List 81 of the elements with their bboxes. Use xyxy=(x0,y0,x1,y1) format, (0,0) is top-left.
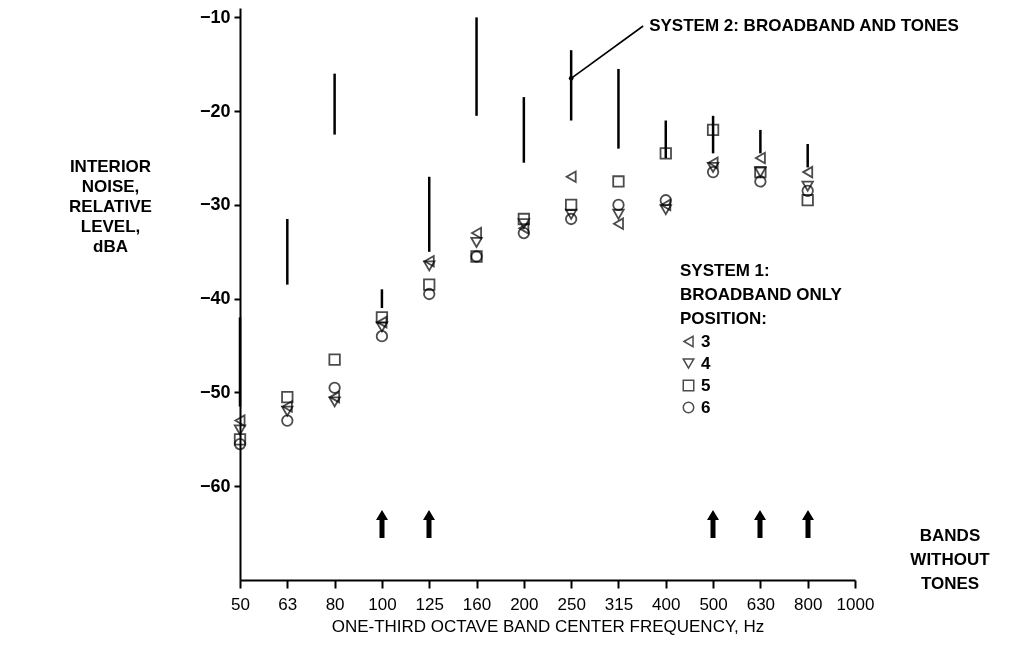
point xyxy=(801,194,814,207)
point xyxy=(329,391,341,404)
point xyxy=(660,198,672,212)
x-tick-label: 250 xyxy=(557,594,586,614)
x-tick-label: 100 xyxy=(368,594,397,614)
point xyxy=(659,147,672,160)
point xyxy=(754,175,767,188)
x-tick-label: 63 xyxy=(278,594,298,614)
text: BANDS WITHOUT TONES xyxy=(910,526,991,593)
point xyxy=(706,123,720,137)
x-tick-label: 500 xyxy=(699,594,728,614)
point xyxy=(801,184,814,197)
bar xyxy=(475,17,478,116)
point xyxy=(328,381,341,394)
point xyxy=(281,414,294,427)
point xyxy=(423,287,436,301)
y-tick-label: −30 xyxy=(199,194,231,215)
point xyxy=(517,212,530,226)
point xyxy=(234,414,246,427)
point xyxy=(375,311,389,324)
point xyxy=(565,170,577,183)
legend-label: 6 xyxy=(701,397,711,417)
point xyxy=(707,156,719,169)
x-tick-label: 125 xyxy=(415,594,444,614)
point xyxy=(375,330,389,343)
point xyxy=(565,198,578,212)
point xyxy=(612,208,625,220)
point xyxy=(659,194,672,207)
annotation: SYSTEM 2: BROADBAND AND TONES xyxy=(649,16,959,35)
y-tick-label: −60 xyxy=(199,475,231,496)
point xyxy=(517,226,530,240)
x-tick-label: 315 xyxy=(604,594,634,614)
point xyxy=(470,236,483,248)
x-tick-label: 200 xyxy=(510,594,539,614)
point xyxy=(613,217,624,230)
y-axis-title: INTERIOR NOISE, RELATIVE LEVEL, dBA xyxy=(69,156,152,256)
point xyxy=(565,212,578,226)
point xyxy=(233,424,247,436)
legend-label: 3 xyxy=(701,331,711,351)
point xyxy=(423,255,435,268)
point xyxy=(423,278,436,291)
x-tick-label: 50 xyxy=(231,594,250,614)
point xyxy=(233,437,247,451)
y-tick-label: −20 xyxy=(199,100,231,121)
point xyxy=(376,315,388,329)
legend-title: SYSTEM 1: BROADBAND ONLY POSITION: xyxy=(680,261,843,328)
bar xyxy=(286,218,289,285)
x-tick-label: 80 xyxy=(325,594,345,614)
x-tick-label: 160 xyxy=(462,594,492,614)
x-tick-label: 400 xyxy=(652,594,681,614)
point xyxy=(565,208,578,220)
bar xyxy=(333,73,336,135)
x-axis-title: ONE-THIRD OCTAVE BAND CENTER FREQUENCY, Hz xyxy=(331,616,765,636)
point xyxy=(471,226,482,240)
point xyxy=(281,405,294,417)
point xyxy=(802,165,814,179)
y-tick-label: −40 xyxy=(199,288,231,309)
point xyxy=(706,165,720,179)
x-tick-label: 800 xyxy=(794,594,823,614)
point xyxy=(328,353,341,366)
y-tick-label: −10 xyxy=(199,6,231,27)
point xyxy=(281,391,294,404)
point xyxy=(518,222,530,235)
bar xyxy=(617,68,620,149)
y-tick-label: −50 xyxy=(199,381,231,402)
point xyxy=(423,260,436,272)
legend-label: 4 xyxy=(701,353,711,373)
point xyxy=(281,400,293,413)
point xyxy=(233,433,247,446)
point xyxy=(706,161,720,173)
point xyxy=(517,218,530,230)
x-tick-label: 1000 xyxy=(836,594,875,614)
point xyxy=(801,180,814,192)
point xyxy=(659,204,672,216)
point xyxy=(612,175,625,188)
point xyxy=(612,198,625,212)
point xyxy=(375,321,389,333)
legend-label: 5 xyxy=(701,375,711,395)
point xyxy=(328,396,341,408)
point xyxy=(754,151,766,165)
x-tick-label: 630 xyxy=(746,594,776,614)
